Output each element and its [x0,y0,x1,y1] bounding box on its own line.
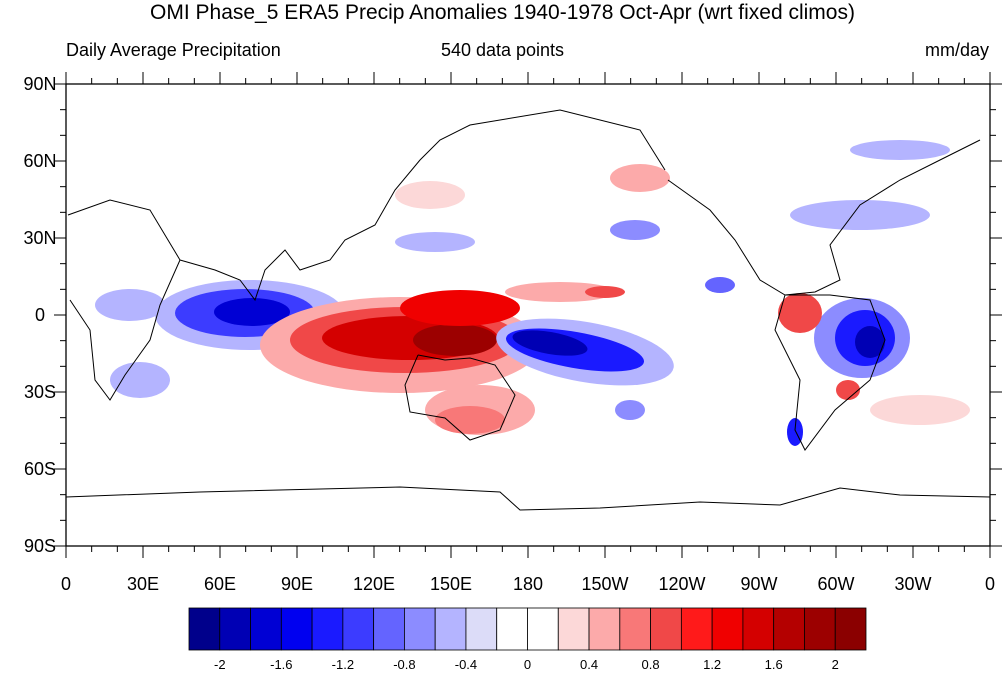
lat-label: 30S [24,382,56,402]
colorbar-label: 1.6 [765,657,783,672]
colorbar-label: 2 [832,657,839,672]
subtitle-left: Daily Average Precipitation [66,40,281,60]
lat-label: 60S [24,459,56,479]
colorbar-swatch [588,607,621,651]
longitude-labels: 0 30E 60E 90E 120E 150E 180 150W 120W 90W 60W 30W 0 [61,574,995,594]
colorbar-label: -1.2 [332,657,354,672]
lat-label: 60N [23,151,56,171]
lon-label: 0 [985,574,995,594]
colorbar-labels: -2 -1.6 -1.2 -0.8 -0.4 0 0.4 0.8 1.2 1.6 2 [214,657,839,672]
colorbar-swatch [650,607,682,651]
colorbar-label: 0 [524,657,531,672]
colorbar-label: -2 [214,657,226,672]
lon-label: 120E [353,574,395,594]
lon-label: 150E [430,574,472,594]
colorbar-swatch [742,607,775,651]
lon-label: 120W [658,574,705,594]
lat-label: 90N [23,74,56,94]
lon-label: 90W [740,574,777,594]
lon-label: 180 [513,574,543,594]
colorbar-swatch [804,607,836,651]
colorbar-swatch [773,607,805,651]
subtitle-center: 540 data points [440,40,565,60]
lon-label: 30W [894,574,931,594]
colorbar-swatch [280,607,313,651]
colorbar-swatch [619,607,651,651]
colorbar-swatch [219,607,251,651]
colorbar-swatch [434,607,467,651]
colorbar-swatch [404,607,436,651]
colorbar [188,607,867,651]
lon-label: 60W [817,574,854,594]
colorbar-label: -0.4 [455,657,477,672]
colorbar-swatch [834,607,867,651]
axis-ticks [54,72,1002,558]
anomaly-field [95,140,970,446]
colorbar-label: 0.8 [642,657,660,672]
map-title: OMI Phase_5 ERA5 Precip Anomalies 1940-1… [150,1,855,24]
lon-label: 60E [204,574,236,594]
colorbar-label: 0.4 [580,657,598,672]
lon-label: 90E [281,574,313,594]
coastlines [66,109,990,511]
colorbar-swatch [188,607,221,651]
colorbar-swatch [496,607,528,651]
colorbar-swatch [680,607,713,651]
latitude-labels: 90N 60N 30N 0 30S 60S 90S [23,74,56,556]
colorbar-swatch [557,607,590,651]
colorbar-swatch [711,607,744,651]
colorbar-swatch [342,607,375,651]
colorbar-label: 1.2 [703,657,721,672]
lat-label: 0 [35,305,45,325]
colorbar-swatch [250,607,282,651]
colorbar-swatch [311,607,344,651]
colorbar-label: -0.8 [393,657,415,672]
subtitle-units: mm/day [924,40,989,60]
colorbar-swatch [465,607,498,651]
lon-label: 150W [581,574,628,594]
lat-label: 30N [23,228,56,248]
colorbar-swatch [527,607,559,651]
colorbar-swatch [373,607,405,651]
colorbar-label: -1.6 [270,657,292,672]
lon-label: 0 [61,574,71,594]
lon-label: 30E [127,574,159,594]
lat-label: 90S [24,536,56,556]
